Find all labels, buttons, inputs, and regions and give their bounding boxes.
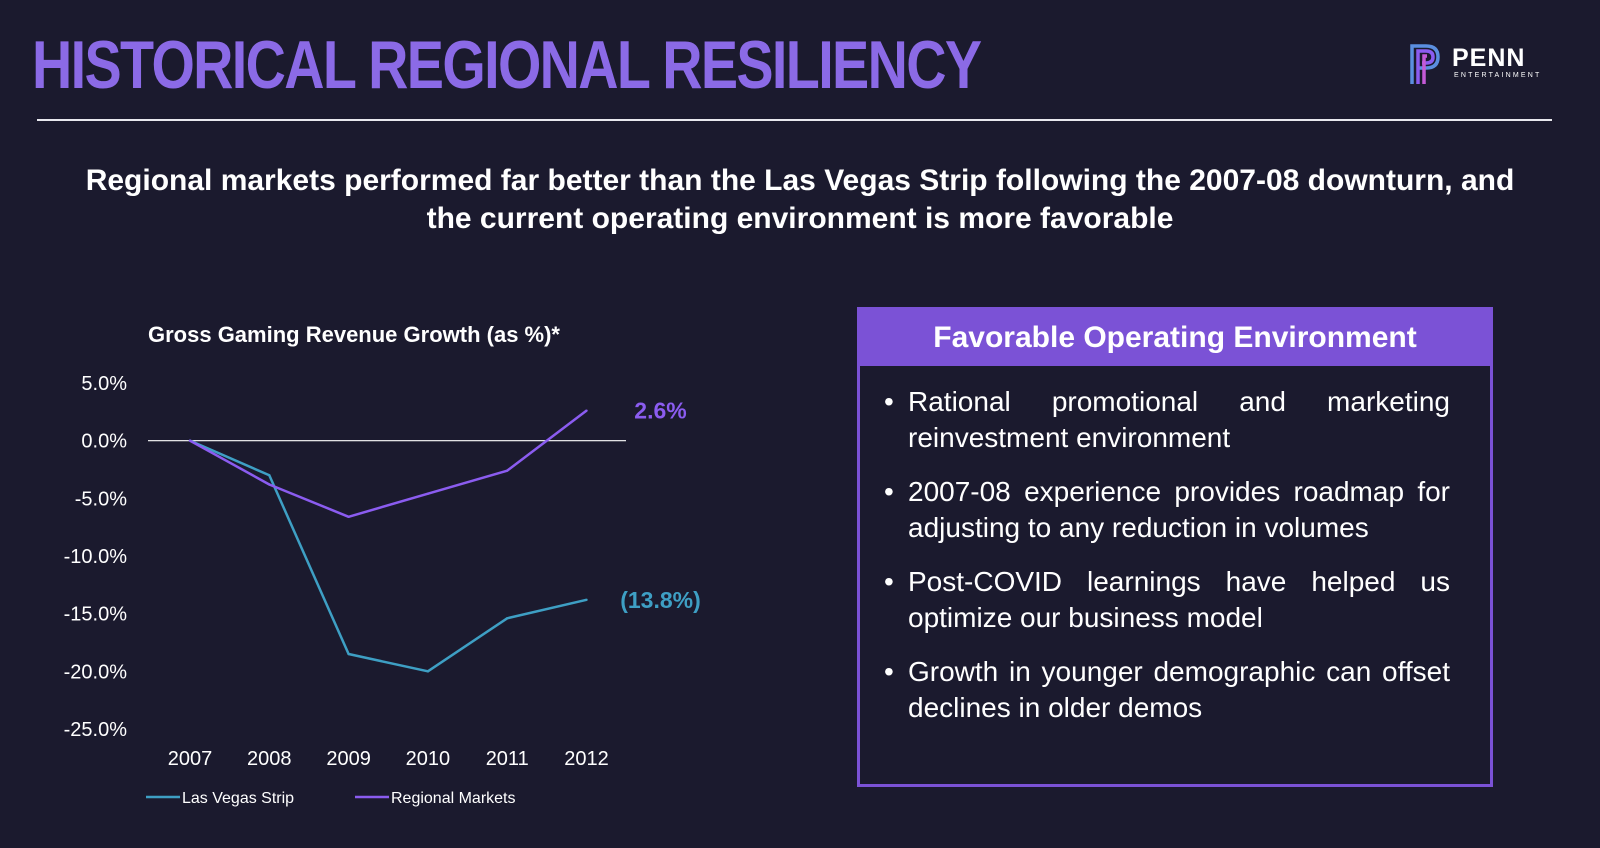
y-tick-label: -25.0% (64, 719, 128, 741)
y-tick-label: -20.0% (64, 661, 128, 683)
slide-title: HISTORICAL REGIONAL RESILIENCY (32, 27, 982, 103)
series-layer: (13.8%) 2.6% (188, 398, 701, 673)
x-tick-label: 2007 (168, 748, 213, 770)
data-point-regional-markets (506, 469, 509, 472)
x-tick-label: 2009 (326, 748, 371, 770)
y-tick-label: -15.0% (64, 604, 128, 626)
y-tick-label: 5.0% (81, 373, 127, 395)
panel-header: Favorable Operating Environment (860, 310, 1490, 366)
bullet-text: Post-COVID learnings have helped us opti… (908, 566, 1450, 633)
logo-tagline: ENTERTAINMENT (1454, 72, 1542, 79)
x-tick-label: 2008 (247, 748, 292, 770)
data-point-regional-markets (426, 492, 430, 495)
data-point-las-vegas-strip (426, 670, 430, 673)
data-point-las-vegas-strip (347, 652, 350, 656)
data-point-regional-markets (347, 515, 350, 518)
bullet-text: Growth in younger demographic can offset… (908, 656, 1450, 723)
slide-subtitle: Regional markets performed far better th… (85, 164, 1515, 235)
logo-name: PENN (1452, 44, 1526, 72)
data-point-las-vegas-strip (268, 474, 271, 477)
penn-logo-mark-icon (1410, 44, 1440, 84)
end-value-label-regional-markets: 2.6% (634, 398, 686, 424)
panel-bullet-item: • Post-COVID learnings have helped us op… (884, 564, 1450, 636)
bullet-icon: • (884, 476, 894, 507)
growth-line-chart: 5.0% 0.0% -5.0% -10.0% -15.0% -20.0% -25.0% 20… (64, 373, 701, 807)
data-point-regional-markets (268, 483, 271, 486)
title-divider (37, 119, 1552, 121)
y-tick-label: -5.0% (75, 488, 127, 510)
y-axis: 5.0% 0.0% -5.0% -10.0% -15.0% -20.0% -25.0% (64, 373, 128, 741)
legend-label-las-vegas-strip: Las Vegas Strip (182, 790, 294, 807)
bullet-text: Rational promotional and marketing reinv… (908, 386, 1450, 453)
x-tick-label: 2012 (564, 748, 609, 770)
y-tick-label: 0.0% (81, 431, 127, 453)
chart-legend: Las Vegas Strip Regional Markets (146, 790, 516, 807)
bullet-icon: • (884, 386, 894, 417)
favorable-environment-panel: Favorable Operating Environment • Ration… (857, 307, 1493, 787)
bullet-icon: • (884, 656, 894, 687)
panel-bullet-item: • 2007-08 experience provides roadmap fo… (884, 474, 1450, 546)
data-point-las-vegas-strip (585, 598, 588, 602)
data-point-las-vegas-strip (506, 617, 509, 620)
series-line-regional-markets (189, 409, 588, 519)
bullet-icon: • (884, 566, 894, 597)
panel-bullet-item: • Growth in younger demographic can offs… (884, 654, 1450, 726)
y-tick-label: -10.0% (64, 546, 128, 568)
data-point-regional-markets (585, 409, 588, 412)
x-tick-label: 2010 (406, 748, 451, 770)
x-axis: 2007 2008 2009 2010 2011 2012 (168, 748, 609, 770)
bullet-text: 2007-08 experience provides roadmap for … (908, 476, 1450, 543)
series-line-las-vegas-strip (189, 439, 587, 673)
panel-bullet-item: • Rational promotional and marketing rei… (884, 384, 1450, 456)
data-point-regional-markets (188, 439, 192, 442)
legend-label-regional-markets: Regional Markets (391, 790, 516, 807)
chart-title: Gross Gaming Revenue Growth (as %)* (148, 322, 560, 347)
end-value-label-las-vegas-strip: (13.8%) (620, 587, 701, 613)
x-tick-label: 2011 (486, 748, 529, 770)
panel-bullet-list: • Rational promotional and marketing rei… (884, 384, 1450, 744)
